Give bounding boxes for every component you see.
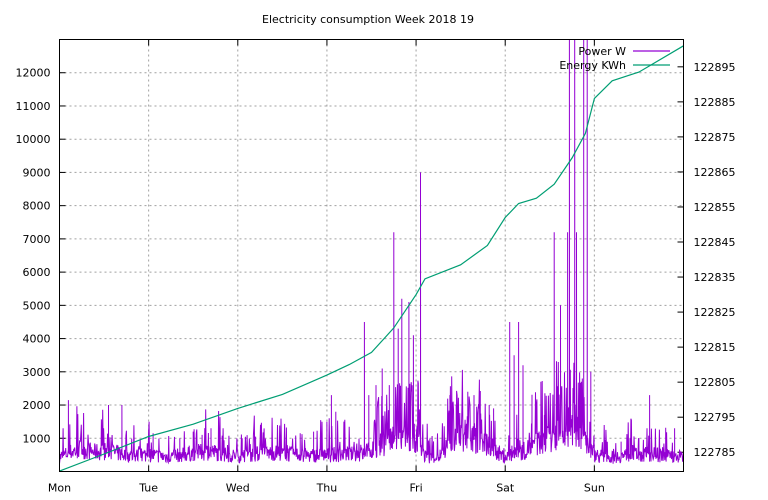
chart-title: Electricity consumption Week 2018 19 xyxy=(262,13,474,26)
x-tick-label: Tue xyxy=(138,482,158,495)
y2-tick-label: 122815 xyxy=(694,341,736,354)
legend-label: Energy KWh xyxy=(559,59,626,72)
y2-tick-label: 122845 xyxy=(694,236,736,249)
y2-tick-label: 122795 xyxy=(694,411,736,424)
y2-tick-label: 122825 xyxy=(694,306,736,319)
y-tick-label: 9000 xyxy=(23,166,51,179)
energy-series-line xyxy=(59,45,684,472)
x-tick-label: Sun xyxy=(584,482,605,495)
plot-frame xyxy=(59,39,684,472)
y-tick-label: 5000 xyxy=(23,299,51,312)
y-axis-right: 122785 122795 122805 122815 122825 122835 1228… xyxy=(677,61,736,459)
x-tick-label: Thu xyxy=(316,482,338,495)
y-tick-label: 12000 xyxy=(16,67,51,80)
y-tick-label: 8000 xyxy=(23,200,51,213)
y2-tick-label: 122875 xyxy=(694,131,736,144)
y-tick-label: 11000 xyxy=(16,100,51,113)
y-axis-left: 1000 2000 3000 4000 5000 6000 7000 8000 9000 1000… xyxy=(16,67,66,445)
legend-label: Power W xyxy=(578,45,626,58)
y-tick-label: 6000 xyxy=(23,266,51,279)
grid-lines xyxy=(59,39,684,472)
x-tick-label: Mon xyxy=(48,482,71,495)
y-tick-label: 7000 xyxy=(23,233,51,246)
y2-tick-label: 122855 xyxy=(694,201,736,214)
y2-tick-label: 122805 xyxy=(694,376,736,389)
power-series-line xyxy=(59,39,684,465)
x-tick-label: Wed xyxy=(226,482,250,495)
y2-tick-label: 122865 xyxy=(694,166,736,179)
y-tick-label: 3000 xyxy=(23,366,51,379)
y2-tick-label: 122835 xyxy=(694,271,736,284)
y2-tick-label: 122785 xyxy=(694,446,736,459)
y2-tick-label: 122885 xyxy=(694,96,736,109)
x-tick-label: Fri xyxy=(410,482,423,495)
y-tick-label: 10000 xyxy=(16,133,51,146)
y-tick-label: 4000 xyxy=(23,333,51,346)
plot-series xyxy=(59,39,684,472)
y-tick-label: 1000 xyxy=(23,432,51,445)
y2-tick-label: 122895 xyxy=(694,61,736,74)
x-axis: Mon Tue Wed Thu Fri Sat Sun xyxy=(48,39,605,495)
x-tick-label: Sat xyxy=(496,482,515,495)
y-tick-label: 2000 xyxy=(23,399,51,412)
